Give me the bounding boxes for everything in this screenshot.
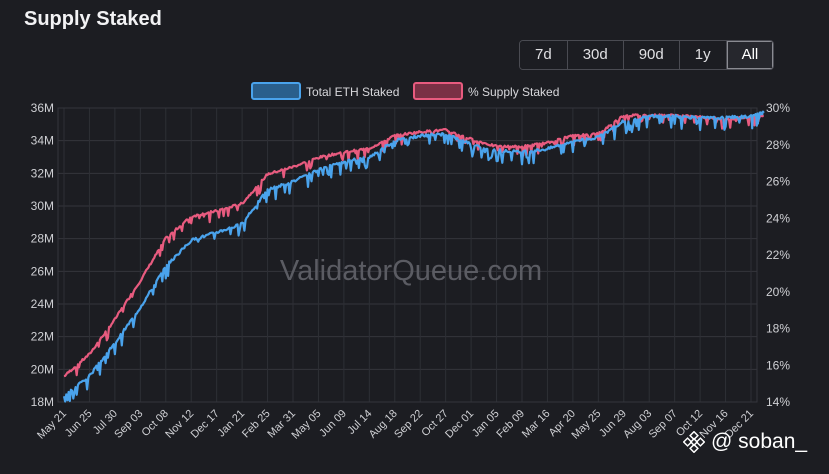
y-left-tick-label: 20M <box>31 362 54 376</box>
x-tick-label: Jul 30 <box>91 408 120 437</box>
y-left-tick-label: 34M <box>31 134 54 148</box>
chart-grid <box>57 107 758 403</box>
time-range-selector: 7d 30d 90d 1y All <box>519 40 775 70</box>
y-right-tick-label: 24% <box>766 211 790 225</box>
x-tick-label: Sep 03 <box>112 408 145 441</box>
x-tick-label: Mar 16 <box>520 408 553 441</box>
binance-logo-icon <box>683 431 705 453</box>
chart-watermark: ValidatorQueue.com <box>280 255 542 287</box>
y-right-tick-label: 30% <box>766 101 790 115</box>
x-tick-label: Dec 17 <box>189 408 222 441</box>
range-1y-button[interactable]: 1y <box>679 41 727 69</box>
y-right-tick-label: 14% <box>766 395 790 409</box>
plot-frame <box>57 107 758 403</box>
brand-handle: @ soban_ <box>711 430 808 453</box>
x-tick-label: Jun 25 <box>63 408 95 440</box>
x-tick-label: Jan 21 <box>215 408 247 440</box>
x-tick-label: Mar 31 <box>265 408 298 441</box>
range-90d-button[interactable]: 90d <box>623 41 680 69</box>
y-right-tick-label: 20% <box>766 285 790 299</box>
series-line-total-eth-staked <box>62 110 765 403</box>
brand-tag: @ soban_ <box>683 430 807 454</box>
y-left-tick-label: 24M <box>31 297 54 311</box>
x-tick-label: May 25 <box>569 408 603 442</box>
range-30d-button[interactable]: 30d <box>567 41 624 69</box>
range-all-button[interactable]: All <box>726 41 774 69</box>
y-right-tick-label: 18% <box>766 322 790 336</box>
x-tick-label: May 05 <box>290 408 324 442</box>
range-7d-button[interactable]: 7d <box>520 41 568 69</box>
x-tick-label: Sep 22 <box>392 408 425 441</box>
legend-swatch-total-eth <box>251 82 301 100</box>
y-axis-right: 14% 16% 18% 20% 22% 24% 26% 28% 30% <box>766 101 790 409</box>
y-right-tick-label: 22% <box>766 248 790 262</box>
legend-label-total-eth[interactable]: Total ETH Staked <box>306 85 399 99</box>
y-left-tick-label: 36M <box>31 101 54 115</box>
x-tick-label: May 21 <box>35 408 69 442</box>
series-line-pct-supply-staked <box>63 113 765 378</box>
x-tick-label: Sep 07 <box>647 408 680 441</box>
y-right-tick-label: 26% <box>766 175 790 189</box>
y-left-tick-label: 32M <box>31 166 54 180</box>
y-left-tick-label: 30M <box>31 199 54 213</box>
x-tick-label: Jun 29 <box>597 408 629 440</box>
legend-label-pct-supply[interactable]: % Supply Staked <box>468 85 559 99</box>
chart-legend: Total ETH Staked % Supply Staked <box>251 82 559 100</box>
x-tick-label: Jun 09 <box>317 408 349 440</box>
x-tick-label: Dec 01 <box>443 408 476 441</box>
series-layer <box>62 110 765 403</box>
x-tick-label: Jan 05 <box>470 408 502 440</box>
x-tick-label: Feb 25 <box>240 408 273 441</box>
x-tick-label: Oct 27 <box>419 408 450 439</box>
x-tick-label: Nov 12 <box>163 408 196 441</box>
page-title: Supply Staked <box>24 8 162 30</box>
x-tick-label: Oct 08 <box>139 408 170 439</box>
y-left-tick-label: 26M <box>31 264 54 278</box>
y-left-tick-label: 28M <box>31 232 54 246</box>
x-tick-label: Aug 18 <box>367 408 400 441</box>
y-axis-left: 18M 20M 22M 24M 26M 28M 30M 32M 34M 36M <box>31 101 54 409</box>
y-right-tick-label: 16% <box>766 358 790 372</box>
x-tick-label: Jul 14 <box>345 408 374 437</box>
y-left-tick-label: 22M <box>31 330 54 344</box>
x-tick-label: Feb 09 <box>494 408 527 441</box>
legend-swatch-pct-supply <box>413 82 463 100</box>
y-right-tick-label: 28% <box>766 138 790 152</box>
x-tick-label: Apr 20 <box>547 408 578 439</box>
x-tick-label: Aug 03 <box>621 408 654 441</box>
y-left-tick-label: 18M <box>31 395 54 409</box>
